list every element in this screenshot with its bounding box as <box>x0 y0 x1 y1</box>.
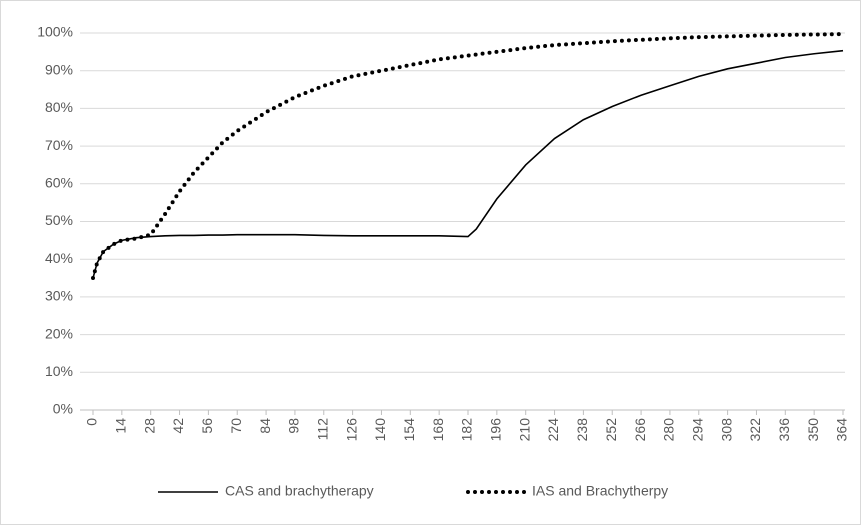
x-tick-label: 294 <box>689 418 705 442</box>
y-tick-label: 100% <box>37 24 73 40</box>
x-tick-label: 364 <box>834 418 850 442</box>
x-tick-label: 266 <box>632 418 648 442</box>
y-tick-label: 0% <box>53 401 73 417</box>
x-tick-label: 168 <box>430 418 446 442</box>
x-tick-label: 126 <box>343 418 359 442</box>
x-tick-label: 98 <box>286 418 302 434</box>
x-tick-label: 42 <box>170 418 186 434</box>
x-tick-label: 336 <box>776 418 792 442</box>
x-tick-label: 196 <box>488 418 504 442</box>
y-tick-label: 70% <box>45 137 73 153</box>
x-tick-label: 210 <box>516 418 532 442</box>
x-tick-label: 308 <box>718 418 734 442</box>
y-tick-label: 10% <box>45 363 73 379</box>
x-tick-label: 322 <box>747 418 763 442</box>
x-tick-label: 224 <box>545 418 561 442</box>
y-tick-label: 50% <box>45 212 73 228</box>
legend-label: IAS and Brachytherpy <box>532 483 668 499</box>
x-tick-label: 56 <box>199 418 215 434</box>
y-tick-label: 90% <box>45 61 73 77</box>
y-tick-label: 60% <box>45 175 73 191</box>
series-line <box>92 49 844 279</box>
y-tick-label: 20% <box>45 325 73 341</box>
y-tick-label: 30% <box>45 288 73 304</box>
y-tick-label: 40% <box>45 250 73 266</box>
x-tick-label: 280 <box>661 418 677 442</box>
x-tick-label: 84 <box>257 418 273 434</box>
x-tick-label: 70 <box>228 418 244 434</box>
x-tick-label: 112 <box>314 418 330 441</box>
x-tick-label: 14 <box>113 418 129 434</box>
x-tick-label: 350 <box>805 418 821 442</box>
series-line <box>91 32 845 281</box>
x-tick-label: 154 <box>401 418 417 442</box>
x-tick-label: 182 <box>459 418 475 442</box>
x-tick-label: 252 <box>603 418 619 442</box>
y-tick-label: 80% <box>45 99 73 115</box>
x-tick-label: 238 <box>574 418 590 442</box>
x-tick-label: 0 <box>84 418 100 426</box>
x-tick-label: 140 <box>372 418 388 442</box>
legend-label: CAS and brachytherapy <box>225 483 374 499</box>
x-tick-label: 28 <box>141 418 157 434</box>
